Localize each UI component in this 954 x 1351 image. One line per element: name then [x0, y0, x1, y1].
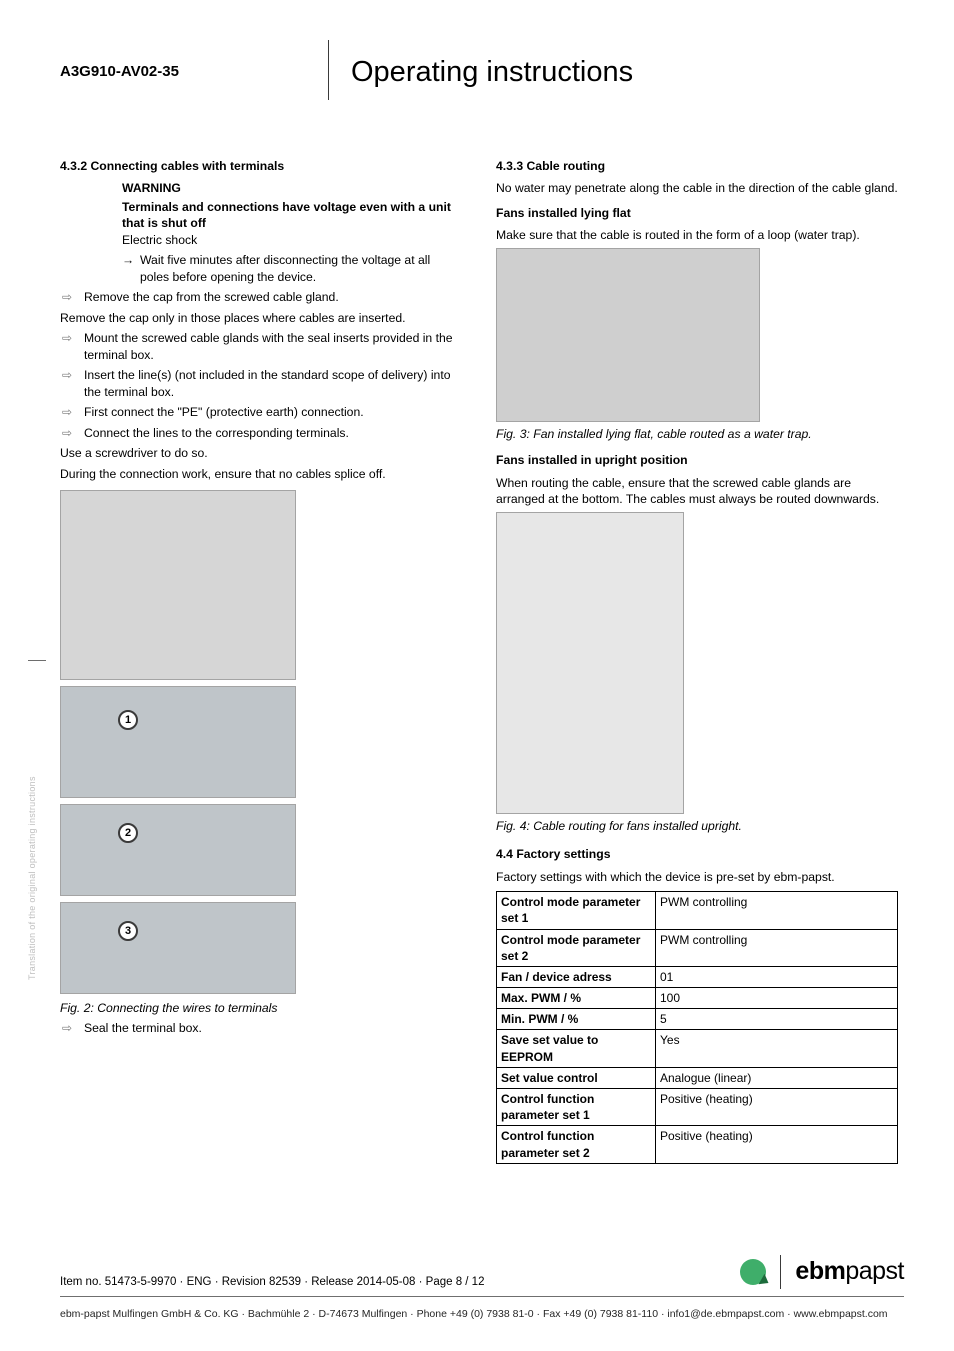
page-title: Operating instructions	[351, 53, 633, 100]
section-4-3-3-intro: No water may penetrate along the cable i…	[496, 180, 898, 196]
footer-rule	[60, 1296, 904, 1297]
panel-badge-3: 3	[118, 921, 138, 941]
step-remove-cap: Remove the cap from the screwed cable gl…	[60, 289, 462, 305]
brand-logo: ebmpapst	[795, 1255, 904, 1289]
setting-key: Control mode parameter set 1	[497, 892, 656, 929]
setting-key: Control function parameter set 2	[497, 1126, 656, 1163]
section-4-4-title: 4.4 Factory settings	[496, 846, 898, 862]
table-row: Control function parameter set 1Positive…	[497, 1089, 898, 1126]
flat-text: Make sure that the cable is routed in th…	[496, 227, 898, 243]
note-remove-cap: Remove the cap only in those places wher…	[60, 310, 462, 326]
step-insert-lines: Insert the line(s) (not included in the …	[60, 367, 462, 400]
warning-subtitle: Electric shock	[122, 232, 462, 248]
figure-2-caption: Fig. 2: Connecting the wires to terminal…	[60, 1000, 462, 1016]
setting-value: 01	[656, 966, 898, 987]
factory-settings-table: Control mode parameter set 1PWM controll…	[496, 891, 898, 1164]
step-connect-lines: Connect the lines to the corresponding t…	[60, 425, 462, 441]
table-row: Control mode parameter set 2PWM controll…	[497, 929, 898, 966]
setting-value: PWM controlling	[656, 892, 898, 929]
step-connect-pe: First connect the "PE" (protective earth…	[60, 404, 462, 420]
factory-settings-body: Control mode parameter set 1PWM controll…	[497, 892, 898, 1164]
step-seal-box: Seal the terminal box.	[60, 1020, 462, 1036]
footer-logo-divider	[780, 1255, 781, 1289]
figure-2-panel-top	[60, 490, 296, 680]
setting-value: 100	[656, 988, 898, 1009]
section-4-4-intro: Factory settings with which the device i…	[496, 869, 898, 885]
table-row: Control mode parameter set 1PWM controll…	[497, 892, 898, 929]
figure-4	[496, 512, 684, 814]
figure-2-group: 1 2 3	[60, 490, 462, 994]
panel-badge-2: 2	[118, 823, 138, 843]
warning-heading: Terminals and connections have voltage e…	[122, 199, 462, 232]
right-column: 4.3.3 Cable routing No water may penetra…	[496, 158, 898, 1164]
warning-label: WARNING	[122, 180, 462, 196]
figure-3-caption: Fig. 3: Fan installed lying flat, cable …	[496, 426, 898, 442]
side-translation-note: Translation of the original operating in…	[26, 776, 38, 980]
warning-block: WARNING Terminals and connections have v…	[122, 180, 462, 285]
table-row: Save set value to EEPROMYes	[497, 1030, 898, 1067]
setting-key: Fan / device adress	[497, 966, 656, 987]
upright-heading: Fans installed in upright position	[496, 452, 898, 468]
figure-2-panel-1: 1	[60, 686, 296, 798]
brand-bold: ebm	[795, 1257, 845, 1285]
note-screwdriver: Use a screwdriver to do so.	[60, 445, 462, 461]
model-number: A3G910-AV02-35	[60, 62, 328, 100]
greentech-badge-icon	[740, 1259, 766, 1285]
figure-3	[496, 248, 760, 422]
note-splice: During the connection work, ensure that …	[60, 466, 462, 482]
section-4-3-2-title: 4.3.2 Connecting cables with terminals	[60, 158, 462, 174]
table-row: Set value controlAnalogue (linear)	[497, 1067, 898, 1088]
panel-badge-1: 1	[118, 710, 138, 730]
setting-value: Yes	[656, 1030, 898, 1067]
figure-2-panel-2: 2	[60, 804, 296, 896]
setting-key: Max. PWM / %	[497, 988, 656, 1009]
setting-value: Positive (heating)	[656, 1126, 898, 1163]
section-4-3-3-title: 4.3.3 Cable routing	[496, 158, 898, 174]
table-row: Control function parameter set 2Positive…	[497, 1126, 898, 1163]
setting-value: PWM controlling	[656, 929, 898, 966]
warning-action: Wait five minutes after disconnecting th…	[122, 252, 462, 285]
step-mount-glands: Mount the screwed cable glands with the …	[60, 330, 462, 363]
flat-heading: Fans installed lying flat	[496, 205, 898, 221]
setting-key: Control mode parameter set 2	[497, 929, 656, 966]
table-row: Fan / device adress01	[497, 966, 898, 987]
setting-key: Set value control	[497, 1067, 656, 1088]
figure-4-caption: Fig. 4: Cable routing for fans installed…	[496, 818, 898, 834]
header-divider	[328, 40, 329, 100]
left-column: 4.3.2 Connecting cables with terminals W…	[60, 158, 462, 1164]
footer-meta: Item no. 51473-5-9970 · ENG · Revision 8…	[60, 1275, 484, 1291]
footer-contact: ebm-papst Mulfingen GmbH & Co. KG · Bach…	[60, 1307, 904, 1321]
upright-text: When routing the cable, ensure that the …	[496, 475, 898, 508]
setting-key: Save set value to EEPROM	[497, 1030, 656, 1067]
figure-2-panel-3: 3	[60, 902, 296, 994]
setting-value: Analogue (linear)	[656, 1067, 898, 1088]
setting-value: Positive (heating)	[656, 1089, 898, 1126]
page-header: A3G910-AV02-35 Operating instructions	[60, 40, 904, 100]
setting-key: Control function parameter set 1	[497, 1089, 656, 1126]
setting-key: Min. PWM / %	[497, 1009, 656, 1030]
footer-logo-area: ebmpapst	[740, 1255, 904, 1289]
table-row: Min. PWM / %5	[497, 1009, 898, 1030]
setting-value: 5	[656, 1009, 898, 1030]
table-row: Max. PWM / %100	[497, 988, 898, 1009]
brand-thin: papst	[845, 1257, 904, 1285]
margin-tick	[28, 660, 46, 661]
